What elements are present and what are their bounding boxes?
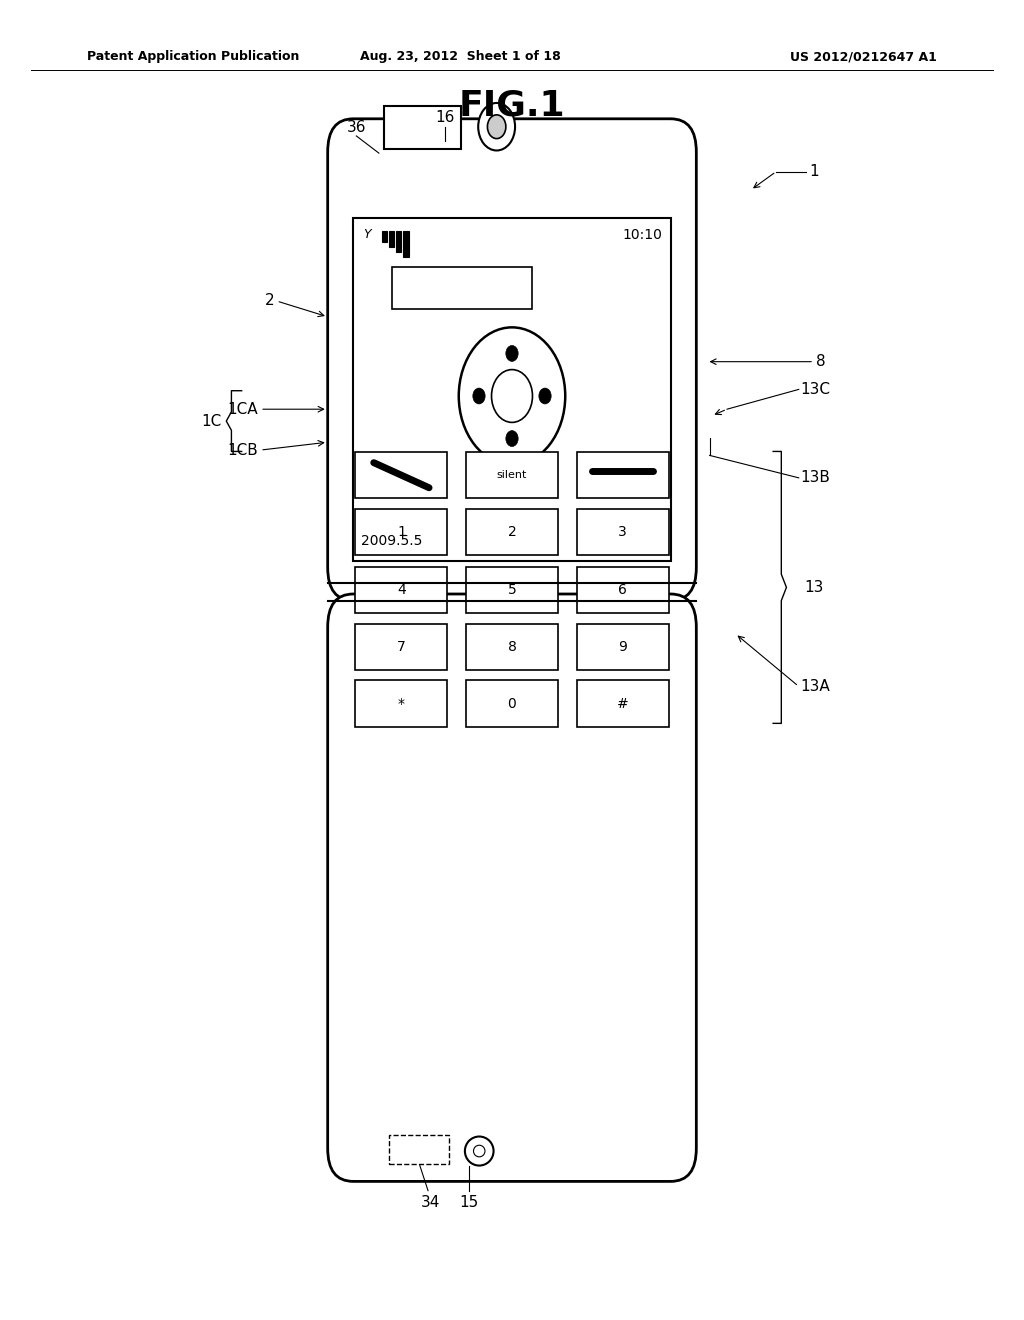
Text: Aug. 23, 2012  Sheet 1 of 18: Aug. 23, 2012 Sheet 1 of 18	[360, 50, 561, 63]
Text: 13: 13	[804, 579, 823, 595]
Text: 13A: 13A	[801, 678, 830, 694]
Text: 8: 8	[816, 354, 825, 370]
Text: 7: 7	[397, 640, 406, 653]
Bar	[389, 231, 394, 247]
Text: 9: 9	[618, 640, 627, 653]
FancyBboxPatch shape	[328, 594, 696, 1181]
Bar	[577, 624, 669, 671]
Text: 3: 3	[618, 525, 627, 539]
Bar	[577, 566, 669, 612]
Text: *: *	[398, 697, 404, 710]
Bar	[577, 508, 669, 554]
Text: 2: 2	[265, 293, 274, 309]
Text: 1: 1	[809, 164, 818, 180]
Text: 1CA: 1CA	[227, 401, 258, 417]
Text: 8: 8	[508, 640, 516, 653]
Ellipse shape	[473, 1146, 485, 1156]
Circle shape	[506, 346, 518, 362]
Text: 15: 15	[460, 1195, 478, 1209]
Text: 0: 0	[508, 697, 516, 710]
Text: 2009.5.5: 2009.5.5	[361, 533, 423, 548]
Bar	[577, 681, 669, 726]
Text: 1CB: 1CB	[227, 442, 258, 458]
Circle shape	[487, 115, 506, 139]
Bar	[355, 508, 447, 554]
Text: 16: 16	[436, 111, 455, 125]
Bar	[466, 566, 558, 612]
Bar	[355, 624, 447, 671]
Ellipse shape	[465, 1137, 494, 1166]
Text: 5: 5	[508, 583, 516, 597]
Bar	[403, 231, 409, 257]
Circle shape	[459, 327, 565, 465]
Text: Patent Application Publication: Patent Application Publication	[87, 50, 299, 63]
Text: 1: 1	[397, 525, 406, 539]
Bar	[382, 231, 387, 242]
Bar	[389, 1135, 449, 1164]
Text: 10:10: 10:10	[623, 228, 663, 243]
Text: FIG.1: FIG.1	[459, 88, 565, 123]
Circle shape	[473, 388, 485, 404]
FancyBboxPatch shape	[328, 119, 696, 601]
Text: 4: 4	[397, 583, 406, 597]
Text: US 2012/0212647 A1: US 2012/0212647 A1	[791, 50, 937, 63]
Bar	[392, 267, 532, 309]
Bar	[396, 231, 401, 252]
Bar	[466, 624, 558, 671]
Text: silent: silent	[497, 470, 527, 480]
Text: #: #	[616, 697, 629, 710]
Circle shape	[492, 370, 532, 422]
Circle shape	[506, 430, 518, 446]
Bar	[355, 566, 447, 612]
Text: 1C: 1C	[201, 413, 221, 429]
Text: 36: 36	[346, 120, 367, 135]
Bar	[466, 508, 558, 554]
Bar	[384, 106, 461, 149]
Text: 13C: 13C	[801, 381, 830, 397]
Bar	[466, 451, 558, 498]
Circle shape	[478, 103, 515, 150]
Text: 6: 6	[618, 583, 627, 597]
Bar	[355, 451, 447, 498]
Bar	[353, 218, 671, 561]
Text: Y: Y	[364, 228, 371, 242]
Bar	[355, 681, 447, 726]
Text: 34: 34	[421, 1195, 439, 1209]
Text: 13B: 13B	[801, 470, 830, 486]
Circle shape	[539, 388, 551, 404]
Text: 2: 2	[508, 525, 516, 539]
Bar	[577, 451, 669, 498]
Bar	[466, 681, 558, 726]
